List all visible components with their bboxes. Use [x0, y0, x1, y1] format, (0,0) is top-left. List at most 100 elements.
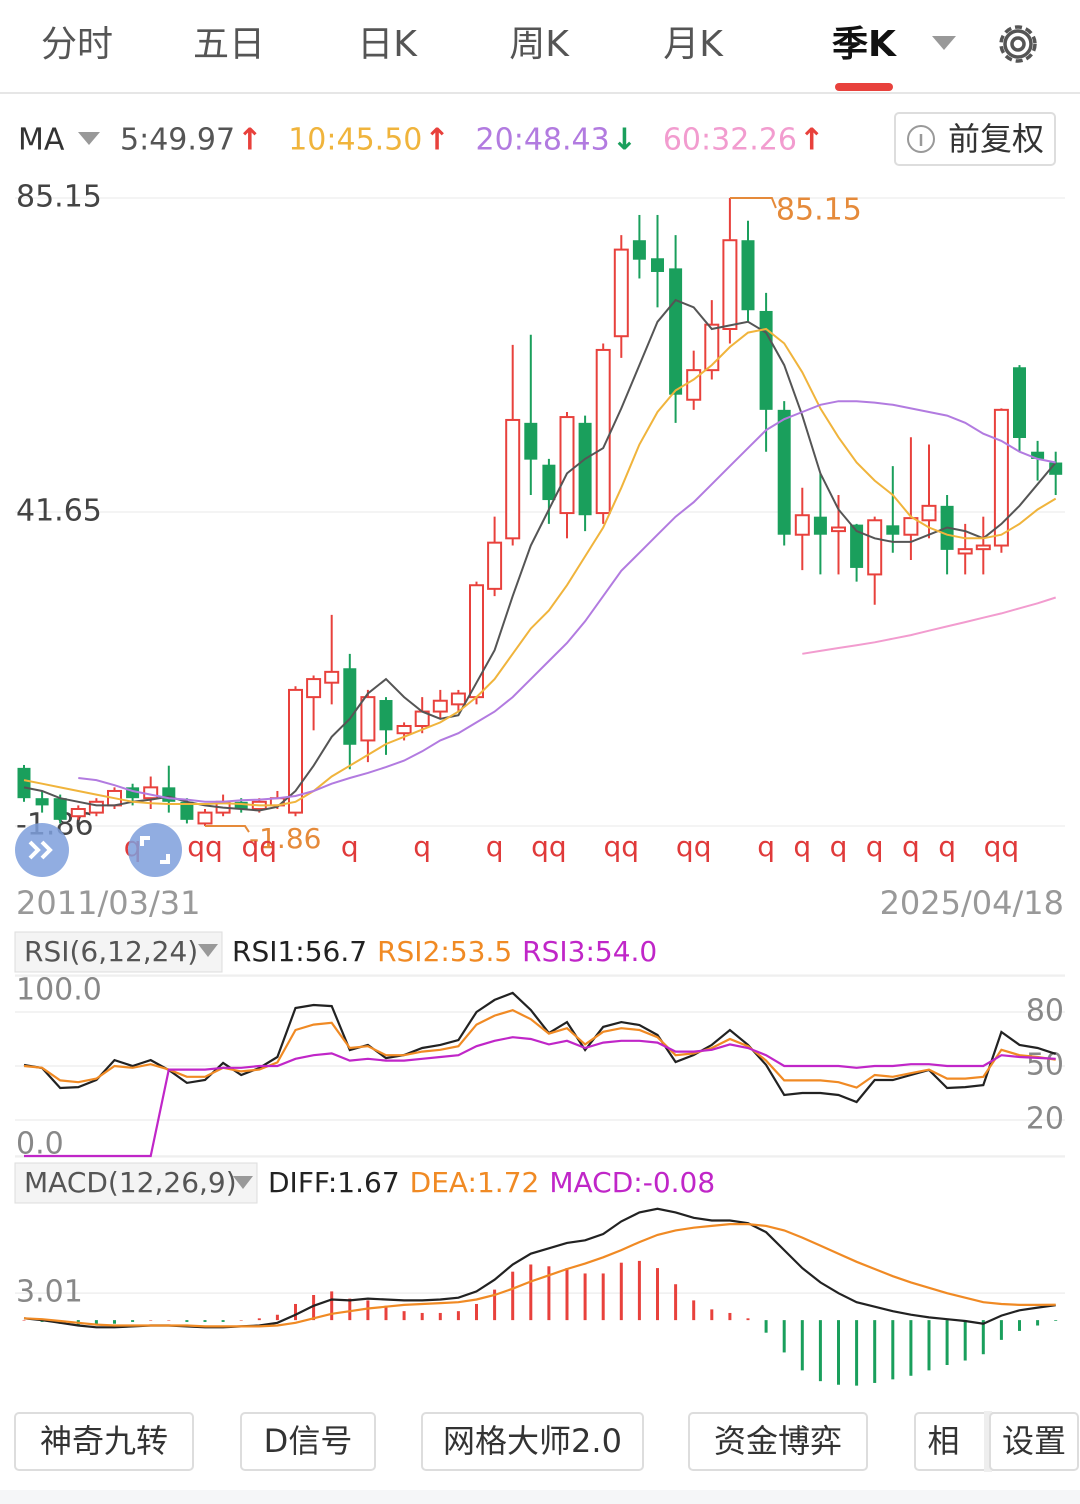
tool-button-label[interactable]: 网格大师2.0: [443, 1422, 622, 1460]
macd-bar: [257, 1318, 261, 1321]
macd-bar: [637, 1260, 641, 1321]
legend-entry: RSI1:56.7: [232, 935, 367, 968]
expand-button[interactable]: [15, 823, 69, 877]
macd-bar: [94, 1320, 98, 1326]
candle-body: [542, 464, 556, 501]
signal-label: qq: [984, 830, 1020, 863]
macd-bar: [855, 1320, 859, 1386]
signal-label: q: [757, 830, 775, 863]
legend-arrow: ↓: [612, 123, 637, 158]
macd-bar: [837, 1320, 840, 1385]
legend-entry: DIFF:1.67: [268, 1166, 400, 1199]
macd-bar: [149, 1320, 153, 1321]
candle-body: [559, 416, 575, 515]
signal-label: qq: [676, 830, 712, 863]
ma-line: [802, 596, 1057, 655]
tool-button[interactable]: [421, 1412, 644, 1471]
adjust-button[interactable]: [894, 112, 1056, 166]
signal-label: q: [793, 830, 811, 863]
tool-button-label[interactable]: 设置: [1002, 1422, 1066, 1460]
rsi-selector[interactable]: [14, 931, 223, 973]
macd-bar: [710, 1309, 714, 1321]
macd-bar: [22, 1320, 26, 1321]
ma-line: [78, 400, 1056, 803]
macd-selector[interactable]: [14, 1162, 258, 1204]
settings-icon[interactable]: [999, 25, 1037, 63]
y-tick-label: 85.15: [16, 179, 102, 214]
macd-bar: [909, 1320, 913, 1376]
candle-body: [180, 801, 194, 820]
macd-bar: [185, 1320, 189, 1322]
signal-label: qq: [242, 830, 278, 863]
legend-arrow: ↑: [424, 123, 449, 158]
adjust-button-label[interactable]: 前复权: [948, 120, 1044, 158]
candle-body: [126, 787, 140, 799]
indicator-line: [23, 1009, 1056, 1089]
candle-body: [162, 787, 176, 802]
tool-button[interactable]: [14, 1412, 194, 1471]
tool-button[interactable]: [688, 1412, 868, 1471]
tab[interactable]: 分时: [41, 24, 113, 65]
fullscreen-button[interactable]: [128, 823, 182, 877]
macd-bar: [493, 1289, 497, 1321]
macd-bar: [873, 1320, 877, 1383]
macd-bar: [275, 1314, 279, 1321]
legend-arrow: ↑: [237, 123, 262, 158]
candle-body: [777, 409, 791, 535]
tool-button[interactable]: [989, 1412, 1079, 1471]
tool-button-label[interactable]: 相: [927, 1422, 959, 1460]
macd-bar: [511, 1271, 515, 1321]
signal-label: q: [341, 830, 359, 863]
macd-bar: [800, 1320, 804, 1371]
signal-label: q: [413, 830, 431, 863]
candle-body: [396, 724, 412, 735]
tab[interactable]: 季K: [832, 24, 897, 65]
indicator-line: [23, 991, 1057, 1104]
tool-button[interactable]: [240, 1412, 376, 1471]
candle-body: [53, 798, 67, 820]
signal-label: q: [866, 830, 884, 863]
candle-body: [867, 519, 883, 576]
macd-bar: [728, 1312, 732, 1321]
macd-bar: [1018, 1320, 1021, 1331]
candle-body: [722, 239, 738, 331]
macd-bar: [294, 1303, 297, 1321]
tool-button-shadow: [984, 1411, 992, 1472]
macd-bar: [239, 1320, 243, 1321]
tab-dropdown[interactable]: [932, 36, 956, 50]
legend-entry: DEA:1.72: [410, 1166, 540, 1199]
tab[interactable]: 周K: [509, 24, 570, 65]
macd-bar: [547, 1266, 551, 1321]
tool-button-label[interactable]: 资金博弈: [714, 1422, 842, 1460]
tool-button-label[interactable]: 神奇九转: [40, 1422, 168, 1460]
macd-dropdown[interactable]: [233, 1176, 253, 1189]
macd-bar: [330, 1291, 334, 1321]
y-tick-label: 100.0: [16, 973, 102, 1008]
high-mark-line: [729, 196, 777, 209]
candle-body: [450, 692, 466, 706]
macd-bar: [221, 1320, 225, 1322]
macd-bar: [131, 1320, 135, 1322]
low-mark-line: [205, 825, 250, 833]
macd-bar: [565, 1268, 569, 1321]
indicator-title: RSI(6,12,24): [24, 935, 198, 968]
candle-body: [432, 699, 448, 713]
macd-bar: [746, 1318, 750, 1321]
tool-button-label[interactable]: D信号: [264, 1422, 353, 1460]
candle-body: [957, 548, 973, 555]
ma-label: MA: [18, 123, 65, 158]
tab[interactable]: 月K: [663, 24, 724, 65]
rsi-dropdown[interactable]: [198, 944, 218, 957]
macd-bar: [601, 1273, 605, 1321]
y-tick-label: 80: [1026, 994, 1064, 1029]
y-tick-label: 3.01: [16, 1275, 83, 1310]
macd-bar: [167, 1320, 171, 1321]
macd-bar: [529, 1264, 533, 1321]
tab[interactable]: 五日: [193, 24, 265, 65]
candle-body: [1031, 451, 1045, 459]
legend-entry: 20:48.43: [476, 123, 610, 158]
macd-bar: [764, 1320, 768, 1333]
tab[interactable]: 日K: [357, 24, 418, 65]
ma-dropdown[interactable]: [78, 132, 100, 145]
